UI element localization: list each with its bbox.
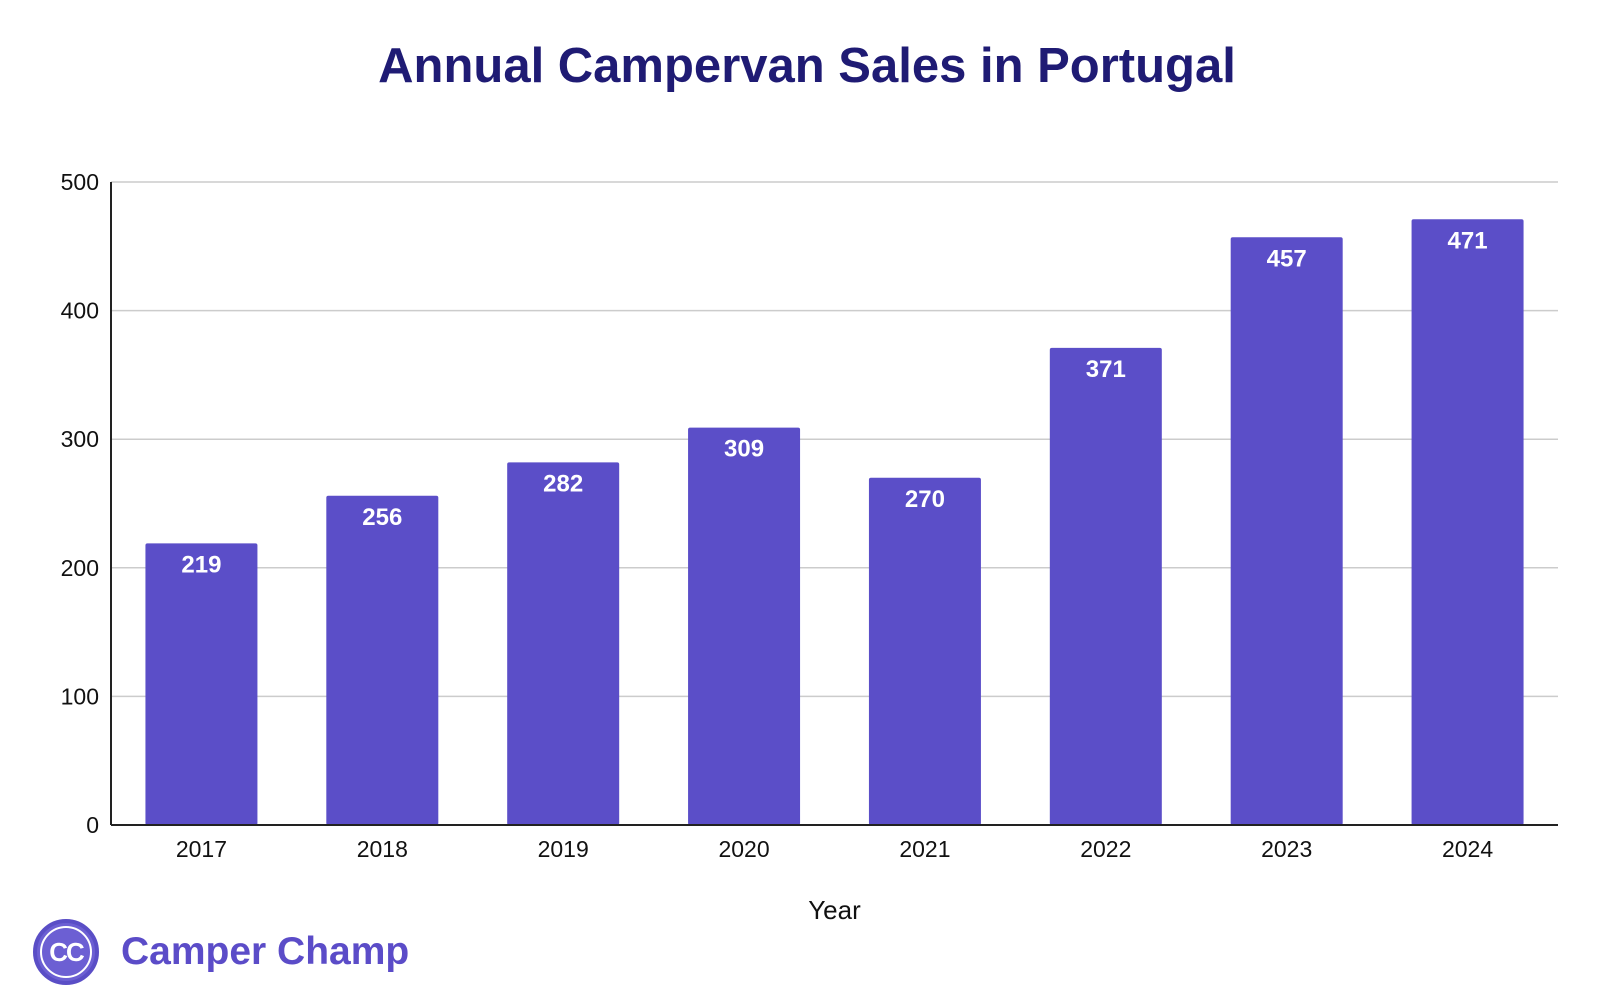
bar-2022 (1049, 347, 1162, 825)
y-tick-label: 400 (61, 298, 99, 324)
data-label-2021: 270 (905, 486, 945, 513)
data-labels: 219 256 282 309 270 371 457 471 (181, 227, 1487, 578)
data-label-2017: 219 (181, 551, 221, 578)
y-tick-label: 200 (61, 555, 99, 581)
bar-2020 (688, 427, 801, 825)
data-label-2020: 309 (724, 436, 764, 463)
chart-title: Annual Campervan Sales in Portugal (378, 39, 1236, 93)
x-tick-label: 2021 (899, 836, 950, 862)
x-tick-label: 2017 (176, 836, 227, 862)
brand-name: Camper Champ (121, 930, 410, 973)
brand-logo: CC Camper Champ (33, 915, 409, 989)
data-label-2019: 282 (543, 470, 583, 497)
y-tick-label: 300 (61, 426, 99, 452)
x-tick-label: 2024 (1442, 836, 1493, 862)
bars (145, 219, 1524, 826)
x-tick-label: 2023 (1261, 836, 1312, 862)
x-axis-ticks: 2017 2018 2019 2020 2021 2022 2023 2024 (176, 836, 1493, 862)
x-tick-label: 2019 (538, 836, 589, 862)
logo-monogram: CC (40, 926, 92, 978)
data-label-2018: 256 (362, 504, 402, 531)
data-label-2023: 457 (1267, 245, 1307, 272)
camper-champ-logo-icon: CC (33, 919, 99, 985)
data-label-2024: 471 (1448, 227, 1488, 254)
bar-2021 (868, 477, 981, 825)
bar-2023 (1230, 237, 1343, 826)
y-axis-ticks: 0 100 200 300 400 500 (61, 169, 99, 838)
x-tick-label: 2020 (718, 836, 769, 862)
y-tick-label: 100 (61, 683, 99, 709)
y-tick-label: 500 (61, 169, 99, 195)
x-tick-label: 2022 (1080, 836, 1131, 862)
bar-2024 (1411, 219, 1524, 825)
x-axis-label: Year (808, 895, 861, 925)
bar-2019 (507, 462, 620, 825)
x-tick-label: 2018 (357, 836, 408, 862)
bar-2018 (326, 495, 439, 825)
data-label-2022: 371 (1086, 356, 1126, 383)
bar-2017 (145, 543, 258, 825)
y-tick-label: 0 (86, 812, 99, 838)
